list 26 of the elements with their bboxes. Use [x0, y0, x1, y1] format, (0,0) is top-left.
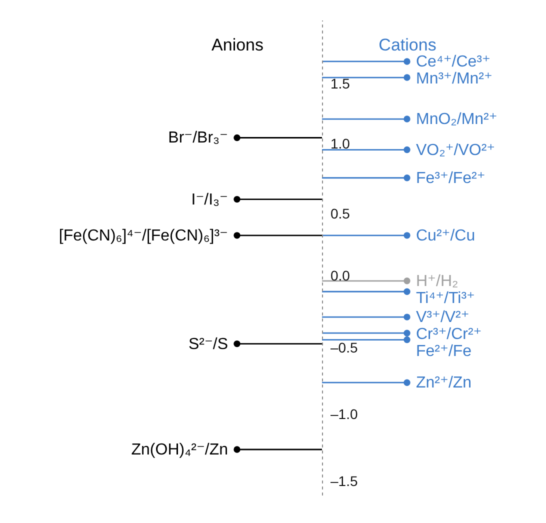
y-tick-label: 0.5: [330, 206, 350, 222]
series-label: Br⁻/Br₃⁻: [168, 130, 228, 147]
series-label: Ti⁴⁺/Ti³⁺: [416, 290, 476, 307]
series-label: VO₂⁺/VO²⁺: [416, 142, 496, 159]
series-label: Zn²⁺/Zn: [416, 374, 472, 392]
y-tick-label: –0.5: [330, 339, 358, 356]
series-label: Cr³⁺/Cr²⁺: [416, 326, 482, 344]
x-tick-label: Anions: [212, 36, 264, 54]
x-tick-label: Cations: [378, 36, 436, 54]
y-tick-label: –1.5: [330, 473, 358, 490]
series-label: S²⁻/S: [188, 336, 228, 353]
series-label: Mn³⁺/Mn²⁺: [416, 70, 492, 88]
series-label: Fe²⁺/Fe: [416, 343, 472, 360]
y-tick-label: 1.5: [330, 76, 350, 92]
series-label: Ce⁴⁺/Ce³⁺: [416, 53, 490, 70]
series-label: MnO₂/Mn²⁺: [416, 111, 498, 128]
series-label: Zn(OH)₄²⁻/Zn: [131, 442, 228, 459]
series-label: Fe³⁺/Fe²⁺: [416, 170, 486, 187]
series-label: I⁻/I₃⁻: [191, 191, 228, 208]
y-tick-label: 1.0: [330, 136, 350, 152]
y-tick-label: –1.0: [330, 406, 358, 422]
series-label: Cu²⁺/Cu: [416, 227, 476, 244]
series-label: [Fe(CN)₆]⁴⁻/[Fe(CN)₆]³⁻: [58, 227, 228, 244]
y-tick-label: 0.0: [330, 267, 350, 284]
series-label: H⁺/H₂: [416, 272, 458, 290]
series-label: V³⁺/V²⁺: [416, 309, 470, 326]
